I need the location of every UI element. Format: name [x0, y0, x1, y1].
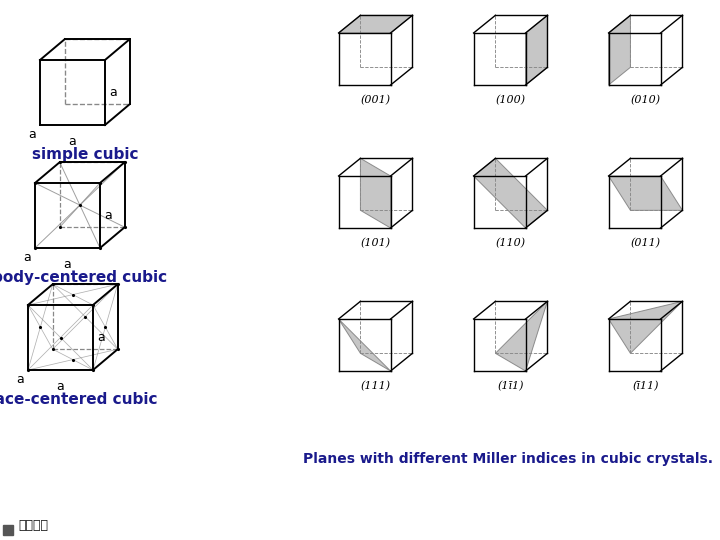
Text: (001): (001): [361, 95, 390, 105]
Text: (011): (011): [631, 238, 660, 248]
Text: (101): (101): [361, 238, 390, 248]
Text: a: a: [104, 209, 112, 222]
Text: (111): (111): [361, 381, 390, 391]
Text: body-centered cubic: body-centered cubic: [0, 270, 168, 285]
Text: a: a: [109, 86, 117, 99]
Polygon shape: [608, 176, 683, 210]
Text: a: a: [17, 373, 24, 386]
Text: (1ī1): (1ī1): [498, 381, 523, 391]
Polygon shape: [474, 158, 547, 228]
Text: simple cubic: simple cubic: [32, 147, 138, 162]
Text: a: a: [63, 258, 71, 271]
Text: a: a: [57, 380, 64, 393]
Text: a: a: [68, 135, 76, 148]
Text: Planes with different Miller indices in cubic crystals.: Planes with different Miller indices in …: [303, 452, 713, 466]
Polygon shape: [361, 158, 390, 228]
Text: (100): (100): [495, 95, 526, 105]
Text: 歐亞書局: 歐亞書局: [18, 519, 48, 532]
Text: face-centered cubic: face-centered cubic: [0, 392, 158, 407]
Polygon shape: [338, 319, 390, 371]
Text: (ī11): (ī11): [632, 381, 659, 391]
Polygon shape: [526, 15, 547, 85]
Polygon shape: [338, 15, 413, 33]
Text: a: a: [97, 331, 104, 344]
Text: (010): (010): [631, 95, 660, 105]
Polygon shape: [608, 301, 683, 353]
Polygon shape: [495, 301, 547, 371]
Text: a: a: [23, 251, 31, 264]
Polygon shape: [608, 15, 631, 85]
Text: (110): (110): [495, 238, 526, 248]
Text: a: a: [28, 128, 36, 141]
